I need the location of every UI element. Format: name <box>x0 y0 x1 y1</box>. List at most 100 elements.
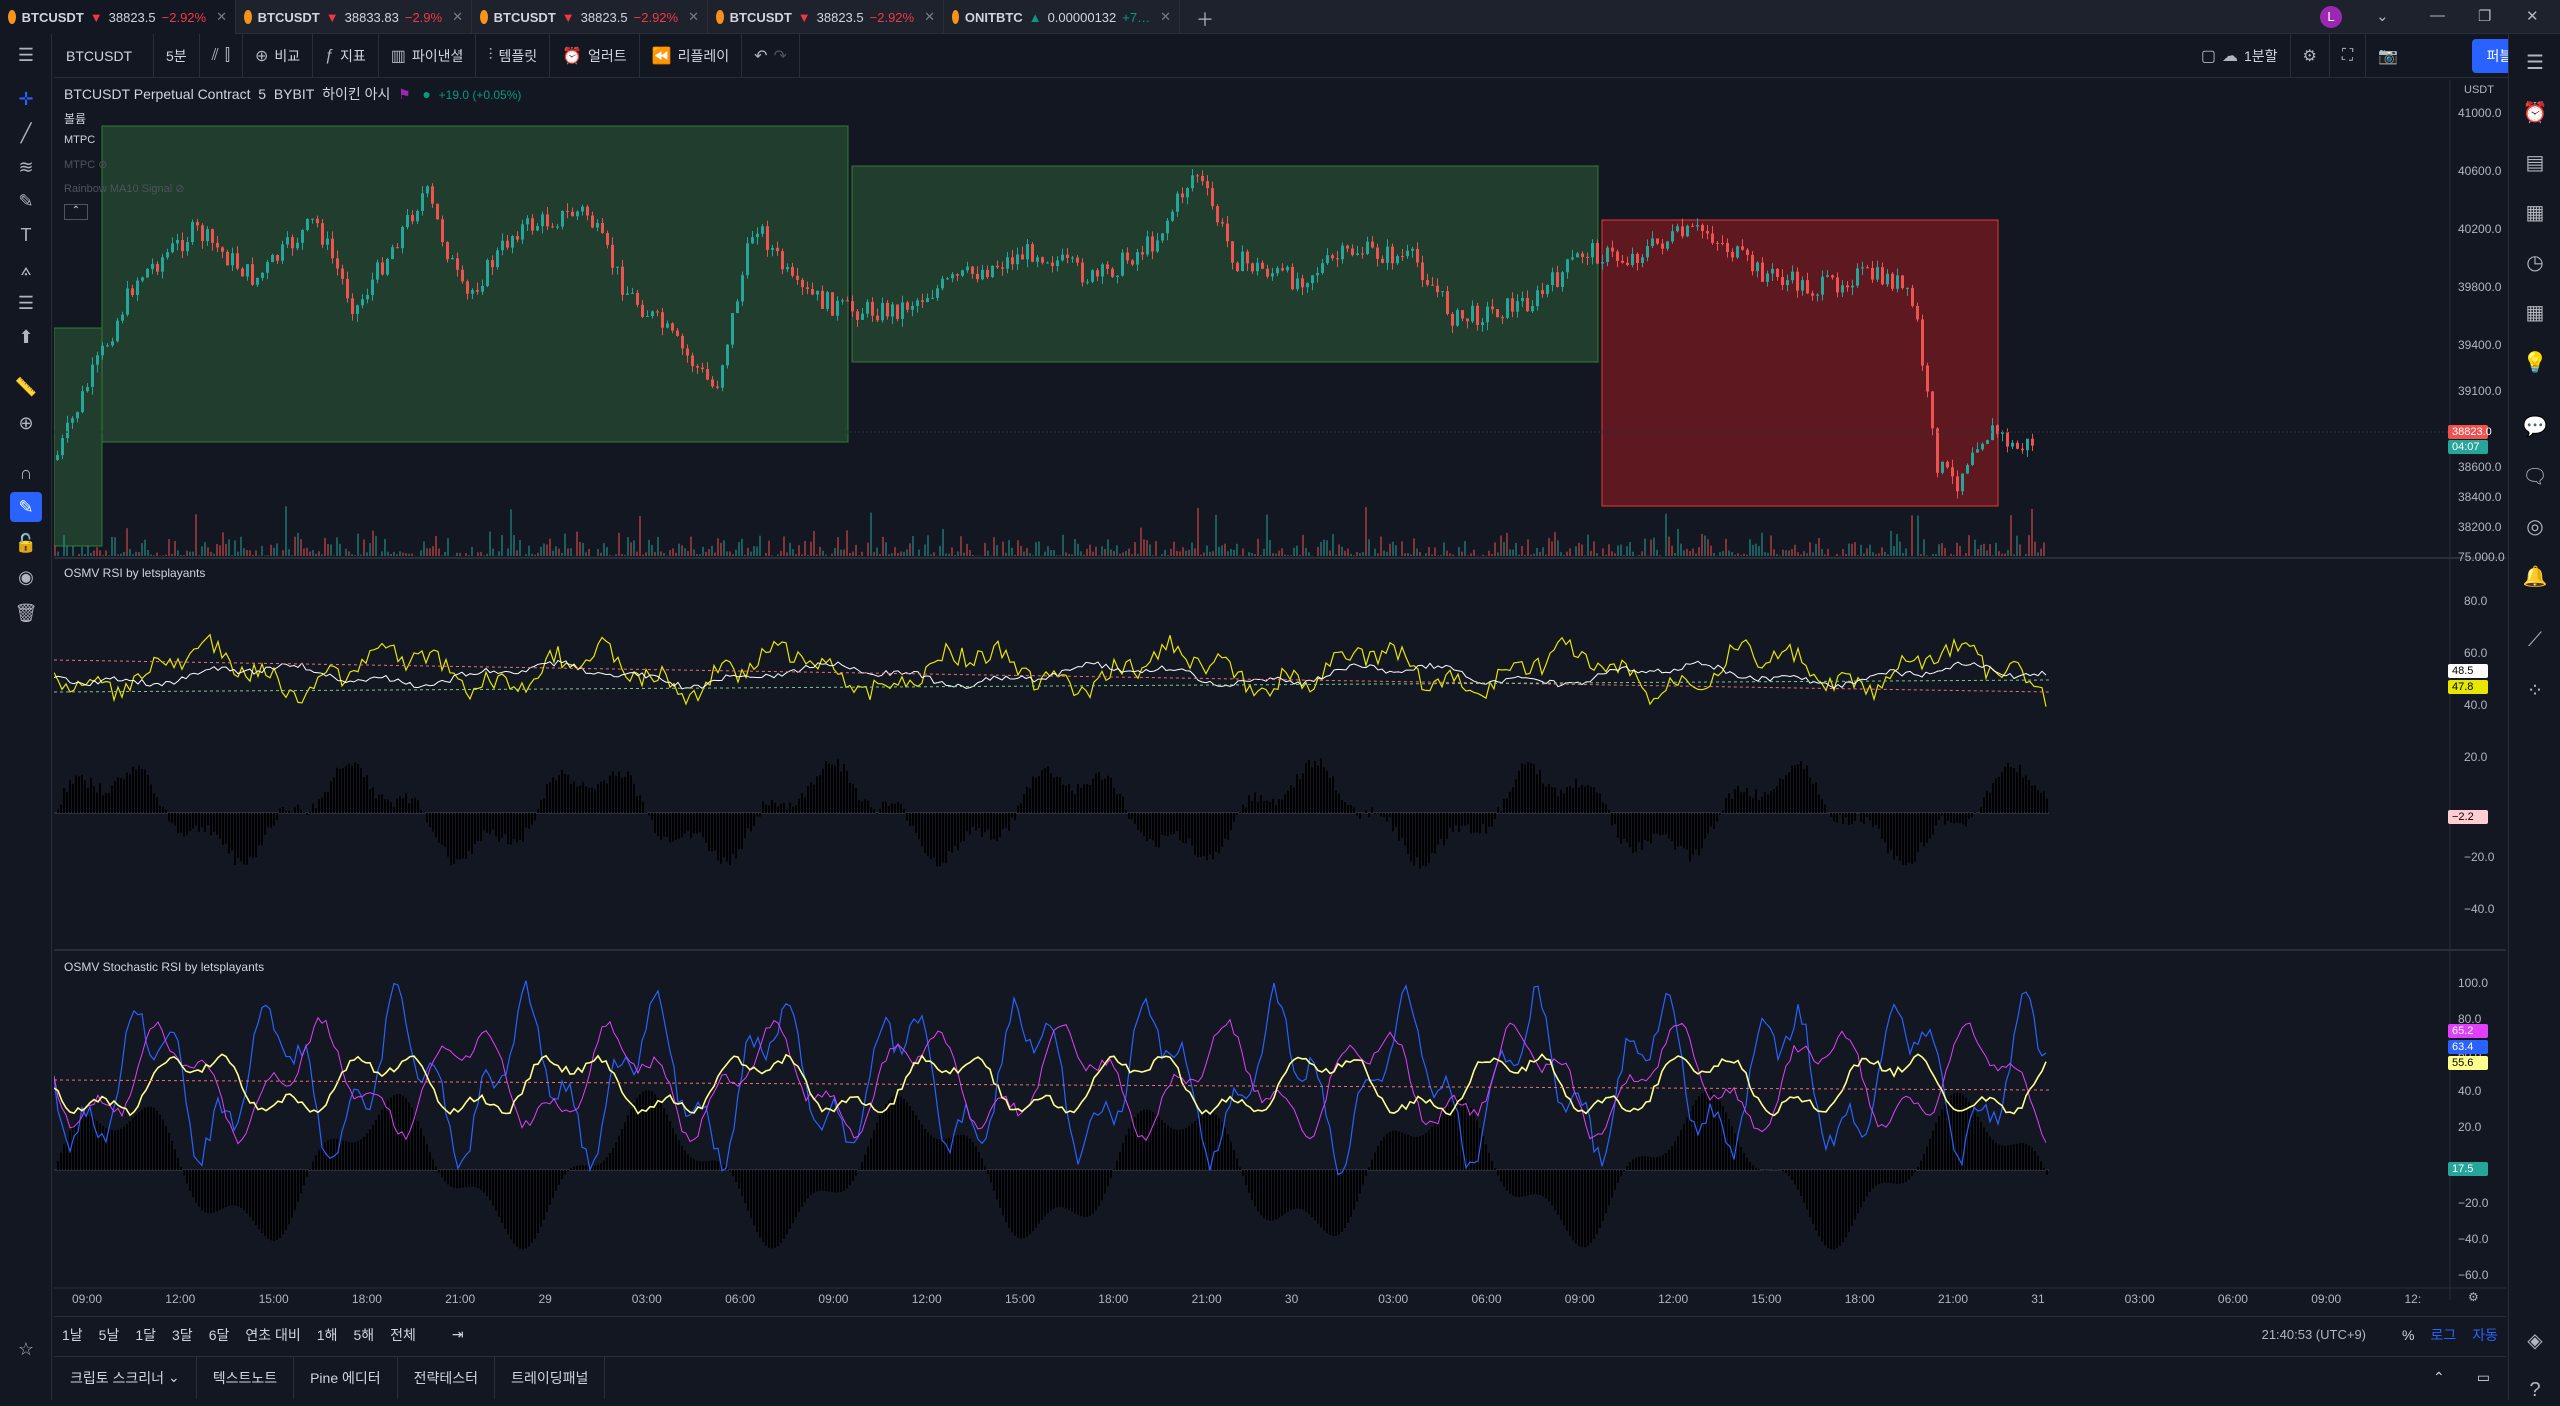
arrow-up-icon[interactable]: ⬆ <box>10 322 42 352</box>
volume-bar <box>1086 549 1088 556</box>
srsi-histogram-bar <box>417 1121 419 1170</box>
zoom-icon[interactable]: ⊕ <box>10 408 42 438</box>
message-icon[interactable]: 🗨 <box>2519 460 2551 492</box>
undo-button[interactable]: ↶↷ <box>742 34 800 78</box>
lock-icon[interactable]: 🔓 <box>10 528 42 558</box>
layout-button[interactable]: ▢☁1분할 <box>2189 34 2291 78</box>
brush-icon[interactable]: ✎ <box>10 186 42 216</box>
crosshair-icon[interactable]: ✛ <box>10 84 42 114</box>
close-icon[interactable]: ✕ <box>688 9 699 25</box>
symbol-search[interactable]: BTCUSDT <box>54 34 154 78</box>
snapshot-button[interactable]: 📷 <box>2366 34 2410 78</box>
flag-icon[interactable]: ⚑ <box>398 86 411 102</box>
tab-3[interactable]: BTCUSDT ▼ 38823.5 −2.92% ✕ <box>708 0 944 34</box>
ruler-icon[interactable]: 📏 <box>10 372 42 402</box>
close-icon[interactable]: ✕ <box>924 9 935 25</box>
trend-line-icon[interactable]: ╱ <box>10 118 42 148</box>
chevron-down-icon[interactable]: ⌄ <box>2376 7 2389 25</box>
text-notes-tab[interactable]: 텍스트노트 <box>197 1357 294 1399</box>
chart-type-button[interactable]: ⫽⫿ <box>200 34 243 78</box>
idea-icon[interactable]: 💡 <box>2519 346 2551 378</box>
clock-label[interactable]: 21:40:53 (UTC+9) <box>2254 1327 2374 1342</box>
range-1m[interactable]: 1달 <box>127 1325 164 1345</box>
percent-toggle[interactable]: % <box>2394 1327 2422 1343</box>
mtpc-hidden-legend[interactable]: MTPC ⊘ <box>64 158 107 171</box>
help-icon[interactable]: ? <box>2519 1374 2551 1406</box>
grid-dots-icon[interactable]: ⁘ <box>2519 674 2551 706</box>
financials-button[interactable]: ▥파이낸셜 <box>379 34 477 78</box>
magnet-icon[interactable]: ∩ <box>10 458 42 488</box>
maximize-icon[interactable]: ❐ <box>2478 7 2491 25</box>
axis-settings-icon[interactable]: ⚙ <box>2468 1290 2479 1304</box>
range-5y[interactable]: 5해 <box>345 1325 382 1345</box>
layers-icon[interactable]: ◈ <box>2519 1324 2551 1356</box>
eye-icon[interactable]: ◉ <box>10 562 42 592</box>
close-icon[interactable]: ✕ <box>1160 9 1171 25</box>
trading-panel-tab[interactable]: 트레이딩패널 <box>495 1357 605 1399</box>
range-1y[interactable]: 1해 <box>309 1325 346 1345</box>
tab-2[interactable]: BTCUSDT ▼ 38823.5 −2.92% ✕ <box>472 0 708 34</box>
notification-icon[interactable]: 🔔 <box>2519 560 2551 592</box>
range-1d[interactable]: 1날 <box>54 1325 91 1345</box>
eye-off-icon[interactable]: ⊘ <box>98 159 107 171</box>
chart-area[interactable]: BTCUSDT Perpetual Contract 5 BYBIT 하이킨 아… <box>54 80 2506 1300</box>
range-ytd[interactable]: 연초 대비 <box>237 1325 308 1345</box>
settings-button[interactable]: ⚙ <box>2291 34 2330 78</box>
data-window-icon[interactable]: ▤ <box>2519 146 2551 178</box>
goto-date-icon[interactable]: ⇥ <box>444 1326 472 1343</box>
rainbow-legend[interactable]: Rainbow MA10 Signal ⊘ <box>64 182 185 195</box>
range-3m[interactable]: 3달 <box>164 1325 201 1345</box>
watchlist-icon[interactable]: ☰ <box>2519 46 2551 78</box>
collapse-legend-button[interactable]: ⌃ <box>64 204 88 220</box>
stay-drawing-icon[interactable]: ✎ <box>10 492 42 522</box>
trash-icon[interactable]: 🗑 <box>10 598 42 628</box>
templates-button[interactable]: ⫶템플릿 <box>476 34 550 78</box>
strategy-tester-tab[interactable]: 전략테스터 <box>398 1357 495 1399</box>
range-5d[interactable]: 5날 <box>91 1325 128 1345</box>
chart-canvas[interactable] <box>54 80 2506 1300</box>
interval-button[interactable]: 5분 <box>154 34 200 78</box>
clock-icon[interactable]: ◷ <box>2519 246 2551 278</box>
mtpc-legend[interactable]: MTPC <box>64 134 95 146</box>
compare-button[interactable]: ⊕비교 <box>243 34 313 78</box>
close-icon[interactable]: ✕ <box>216 9 227 25</box>
volume-legend[interactable]: 볼륨 <box>64 110 86 127</box>
range-6m[interactable]: 6달 <box>201 1325 238 1345</box>
add-tab-icon[interactable]: ＋ <box>1196 6 1214 32</box>
auto-toggle[interactable]: 자동 <box>2464 1325 2506 1345</box>
close-icon[interactable]: ✕ <box>452 9 463 25</box>
streams-icon[interactable]: ◎ <box>2519 510 2551 542</box>
log-toggle[interactable]: 로그 <box>2422 1325 2464 1345</box>
collapse-panel-icon[interactable]: ⌃ <box>2417 1357 2461 1399</box>
fullscreen-button[interactable]: ⛶ <box>2330 34 2366 78</box>
forecast-icon[interactable]: ☰ <box>10 288 42 318</box>
alert-button[interactable]: ⏰얼러트 <box>550 34 640 78</box>
text-icon[interactable]: T <box>10 220 42 250</box>
rsi-pane-title[interactable]: OSMV RSI by letsplayants <box>64 566 205 580</box>
pattern-icon[interactable]: ⟑ <box>10 254 42 284</box>
alarm-clock-icon[interactable]: ⏰ <box>2519 96 2551 128</box>
menu-icon[interactable]: ☰ <box>10 40 42 70</box>
eye-off-icon[interactable]: ⊘ <box>175 183 184 195</box>
rsi-histogram-bar <box>1347 805 1349 813</box>
star-icon[interactable]: ☆ <box>10 1334 42 1364</box>
trend-icon[interactable]: ⟋ <box>2519 624 2551 656</box>
maximize-panel-icon[interactable]: ▭ <box>2461 1357 2506 1399</box>
tab-4[interactable]: ONITBTC ▲ 0.00000132 +7… ✕ <box>944 0 1180 34</box>
crypto-screener-tab[interactable]: 크립토 스크리너 ⌄ <box>54 1357 197 1399</box>
window-close-icon[interactable]: ✕ <box>2526 7 2539 25</box>
tab-1[interactable]: BTCUSDT ▼ 38833.83 −2.9% ✕ <box>236 0 472 34</box>
minimize-icon[interactable]: — <box>2430 7 2445 24</box>
chat-icon[interactable]: 💬 <box>2519 410 2551 442</box>
tab-0[interactable]: BTCUSDT ▼ 38823.5 −2.92% ✕ <box>0 0 236 34</box>
news-icon[interactable]: ▦ <box>2519 196 2551 228</box>
fib-icon[interactable]: ≋ <box>10 152 42 182</box>
rsi-histogram-bar <box>1461 813 1463 826</box>
avatar[interactable]: L <box>2320 6 2342 28</box>
stoch-rsi-pane-title[interactable]: OSMV Stochastic RSI by letsplayants <box>64 960 264 974</box>
range-all[interactable]: 전체 <box>382 1325 424 1345</box>
calendar-icon[interactable]: ▦ <box>2519 296 2551 328</box>
pine-editor-tab[interactable]: Pine 에디터 <box>294 1357 398 1399</box>
replay-button[interactable]: ⏪리플레이 <box>640 34 742 78</box>
